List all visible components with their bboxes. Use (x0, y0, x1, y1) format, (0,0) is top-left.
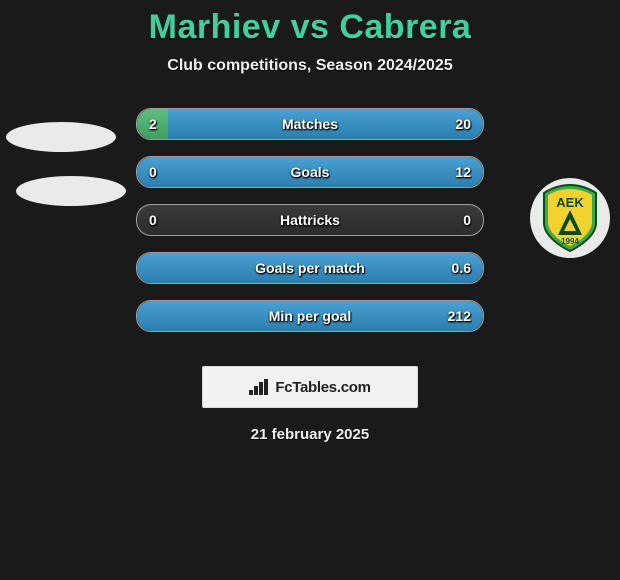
stat-label: Goals per match (137, 253, 483, 283)
stat-value-right: 0 (463, 205, 471, 235)
stat-value-right: 0.6 (452, 253, 471, 283)
page-subtitle: Club competitions, Season 2024/2025 (0, 57, 620, 75)
footer-attribution[interactable]: FcTables.com (202, 366, 418, 408)
footer-brand-text: FcTables.com (275, 379, 370, 396)
stat-row: 0Hattricks0 (136, 204, 484, 236)
stat-row: Goals per match0.6 (136, 252, 484, 284)
stat-row: 0Goals12 (136, 156, 484, 188)
stat-row: 2Matches20 (136, 108, 484, 140)
stats-section: 2Matches200Goals120Hattricks0Goals per m… (0, 108, 620, 348)
stat-label: Min per goal (137, 301, 483, 331)
stat-value-right: 212 (448, 301, 471, 331)
stat-value-right: 20 (455, 109, 471, 139)
stat-row: Min per goal212 (136, 300, 484, 332)
page-date: 21 february 2025 (0, 426, 620, 443)
stat-value-right: 12 (455, 157, 471, 187)
stat-label: Matches (137, 109, 483, 139)
stat-label: Hattricks (137, 205, 483, 235)
bar-chart-icon (249, 379, 269, 395)
page-title: Marhiev vs Cabrera (0, 0, 620, 47)
stat-label: Goals (137, 157, 483, 187)
